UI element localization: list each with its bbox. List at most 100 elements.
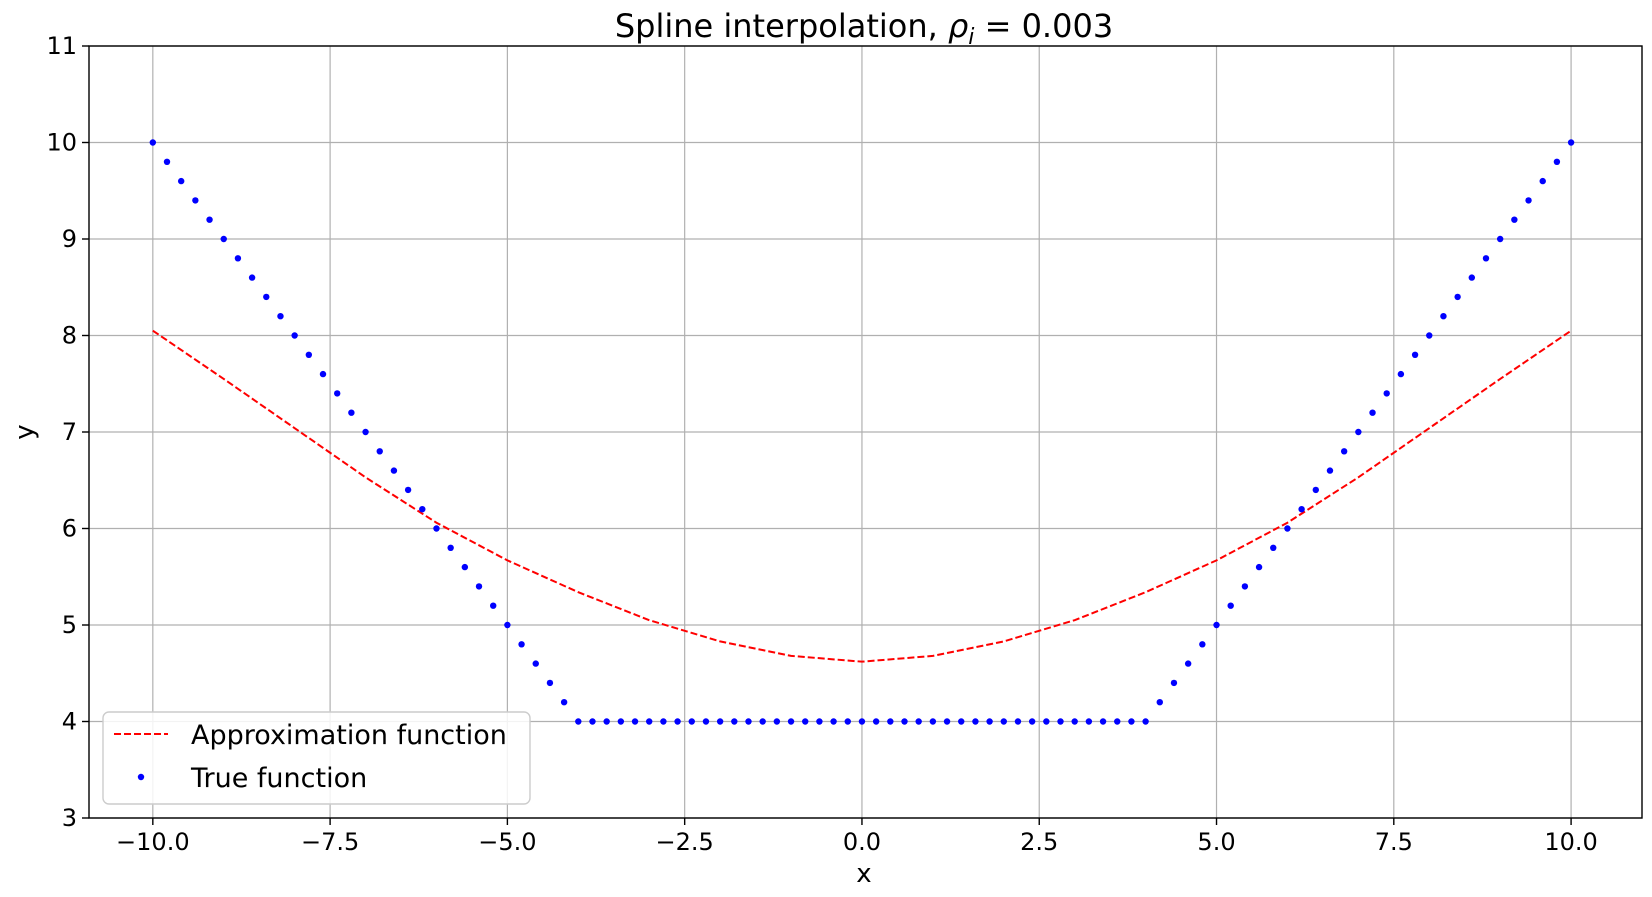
true-function-point bbox=[1369, 409, 1376, 416]
legend: Approximation function True function bbox=[102, 711, 531, 805]
x-tick-label: 2.5 bbox=[1020, 828, 1058, 856]
true-function-point bbox=[1241, 583, 1249, 590]
true-function-point bbox=[1156, 699, 1163, 706]
true-function-point bbox=[901, 718, 908, 725]
legend-approximation-label: Approximation function bbox=[191, 720, 507, 751]
true-function-point bbox=[1270, 544, 1277, 551]
title-text: Spline interpolation, bbox=[615, 7, 948, 45]
true-function-point bbox=[1085, 718, 1093, 725]
legend-box bbox=[102, 711, 531, 805]
true-function-point bbox=[1553, 158, 1561, 165]
y-tick-label: 6 bbox=[62, 515, 77, 543]
true-function-point bbox=[1340, 448, 1348, 455]
y-axis-label: y bbox=[10, 424, 40, 439]
true-function-point bbox=[1227, 602, 1234, 609]
x-axis-label: x bbox=[856, 859, 871, 889]
true-function-point bbox=[1099, 718, 1107, 725]
true-function-point bbox=[972, 718, 979, 725]
x-tick-label: −5.0 bbox=[478, 828, 536, 856]
true-function-point bbox=[206, 216, 213, 223]
true-function-point bbox=[1028, 718, 1036, 725]
true-function-point bbox=[787, 718, 795, 725]
true-function-point bbox=[1284, 525, 1291, 532]
true-function-point bbox=[631, 718, 639, 725]
x-tick-label: 0.0 bbox=[843, 828, 881, 856]
true-function-point bbox=[1014, 718, 1022, 725]
x-tick-label: 7.5 bbox=[1375, 828, 1413, 856]
true-function-point bbox=[716, 718, 724, 725]
true-function-point bbox=[1468, 274, 1476, 281]
true-function-point bbox=[1539, 177, 1546, 185]
true-function-point bbox=[1454, 293, 1461, 301]
true-function-point bbox=[163, 158, 171, 165]
true-function-point bbox=[887, 718, 894, 725]
true-function-point bbox=[490, 602, 497, 609]
y-tick-label: 11 bbox=[46, 32, 77, 60]
true-function-point bbox=[532, 660, 539, 667]
y-tick-label: 7 bbox=[62, 418, 77, 446]
true-function-point bbox=[759, 718, 766, 725]
true-function-point bbox=[433, 525, 440, 532]
true-function-point bbox=[1298, 506, 1305, 513]
true-function-point bbox=[419, 506, 426, 513]
approximation-function-line bbox=[152, 329, 1572, 663]
true-function-point bbox=[1128, 718, 1135, 725]
true-function-point bbox=[1567, 139, 1575, 146]
true-function-point bbox=[773, 718, 781, 725]
true-function-point bbox=[844, 718, 851, 725]
true-function-point bbox=[830, 718, 837, 725]
true-function-point bbox=[277, 313, 284, 320]
true-function-point bbox=[745, 718, 752, 725]
true-function-point bbox=[702, 718, 710, 725]
true-function-point bbox=[589, 718, 596, 725]
true-function-point bbox=[390, 467, 398, 474]
true-function-point bbox=[929, 718, 937, 725]
true-function-point bbox=[1426, 332, 1433, 339]
true-function-point bbox=[461, 563, 469, 571]
true-function-point bbox=[376, 448, 383, 455]
true-function-point bbox=[447, 544, 454, 551]
true-function-point bbox=[816, 718, 823, 725]
true-function-point bbox=[1355, 428, 1362, 436]
true-function-point bbox=[802, 718, 809, 725]
true-function-point bbox=[177, 177, 185, 185]
true-function-point bbox=[305, 351, 313, 358]
true-function-point bbox=[362, 428, 369, 436]
true-function-point bbox=[617, 718, 625, 725]
true-function-point bbox=[1184, 660, 1192, 667]
true-function-point bbox=[348, 409, 355, 416]
series-layer bbox=[149, 139, 1575, 725]
true-function-point bbox=[220, 235, 227, 243]
legend-true-swatch bbox=[137, 773, 145, 781]
true-function-point bbox=[1213, 621, 1220, 629]
y-tick-label: 8 bbox=[62, 322, 77, 350]
y-tick-label: 4 bbox=[62, 708, 77, 736]
true-function-point bbox=[1411, 351, 1419, 358]
true-function-point bbox=[646, 718, 653, 725]
y-tick-label: 5 bbox=[62, 611, 77, 639]
true-function-point bbox=[1199, 641, 1206, 648]
true-function-point bbox=[1326, 467, 1334, 474]
true-function-point bbox=[1397, 370, 1405, 378]
x-tick-label: −10.0 bbox=[116, 828, 190, 856]
true-function-point bbox=[518, 641, 525, 648]
true-function-point bbox=[1440, 313, 1447, 320]
y-tick-label: 10 bbox=[46, 129, 77, 157]
true-function-point bbox=[1142, 718, 1149, 725]
true-function-point bbox=[291, 332, 298, 339]
true-function-point bbox=[404, 486, 412, 494]
true-function-point bbox=[546, 679, 554, 687]
x-tick-label: −7.5 bbox=[301, 828, 359, 856]
legend-true-label: True function bbox=[190, 763, 367, 794]
true-function-point bbox=[1312, 486, 1320, 494]
true-function-point bbox=[688, 718, 695, 725]
true-function-point bbox=[319, 370, 327, 378]
x-tick-label: 10.0 bbox=[1544, 828, 1597, 856]
true-function-point bbox=[149, 139, 157, 146]
true-function-point bbox=[1511, 216, 1518, 223]
true-function-point bbox=[263, 293, 270, 301]
true-function-point bbox=[575, 718, 582, 725]
true-function-point bbox=[1525, 197, 1532, 204]
true-function-point bbox=[560, 699, 568, 706]
